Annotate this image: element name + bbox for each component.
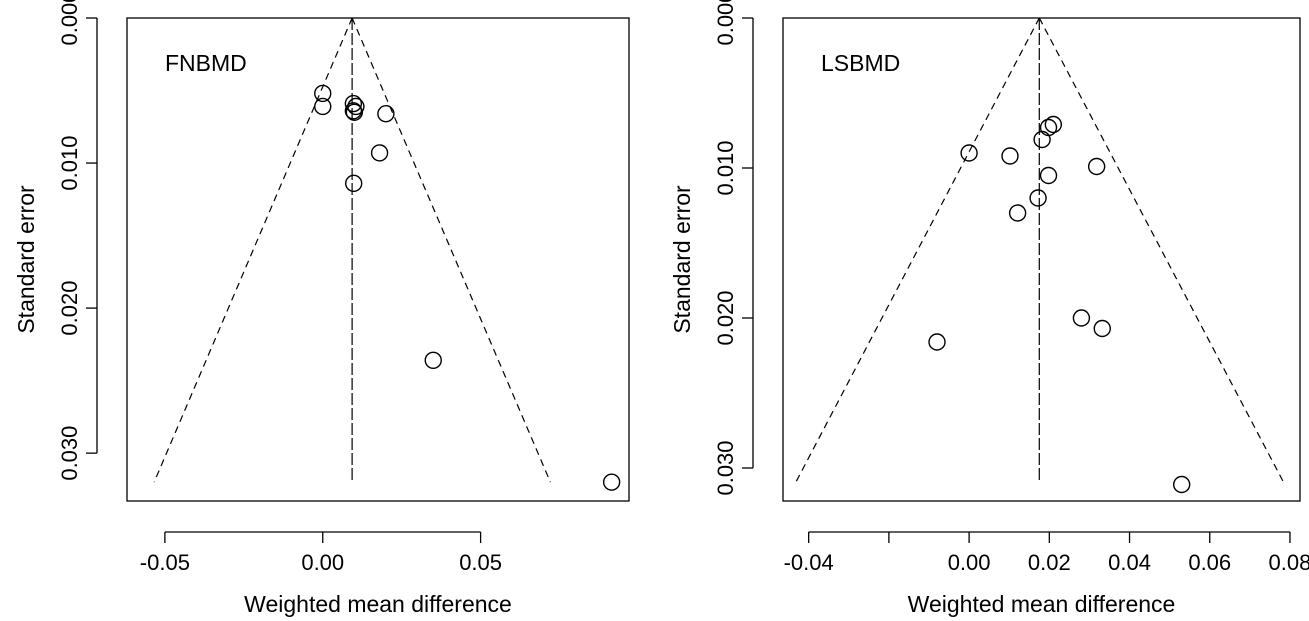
- study-point: [344, 94, 363, 113]
- plot-frame: [782, 17, 1301, 502]
- x-tick-label: 0.00: [948, 550, 991, 575]
- x-tick-label: 0.00: [301, 550, 344, 575]
- study-point: [1029, 189, 1047, 207]
- study-point: [602, 473, 621, 491]
- panel-label: FNBMD: [165, 50, 247, 76]
- study-point: [344, 102, 363, 120]
- study-point: [1072, 309, 1091, 327]
- y-tick-label: 0.030: [57, 426, 82, 481]
- funnel-left-boundary: [794, 17, 1040, 484]
- funnel-left-boundary: [153, 17, 353, 483]
- study-point: [1093, 319, 1111, 338]
- y-axis-title: Standard error: [669, 185, 695, 334]
- study-point: [1172, 475, 1191, 494]
- y-tick-label: 0.010: [57, 136, 82, 191]
- study-point: [377, 105, 395, 123]
- study-point: [1033, 130, 1051, 149]
- study-point: [960, 144, 978, 162]
- study-point: [1044, 115, 1063, 134]
- study-point: [344, 174, 363, 193]
- y-tick-label: 0.000: [713, 0, 738, 46]
- study-point: [1001, 147, 1019, 165]
- plot-frame: [126, 17, 630, 502]
- funnel-plot-lsbmd: -0.04 0.00 0.02 0.04 0.06 0.08 0.000 0.010 0.020…: [669, 0, 1309, 617]
- y-tick-label: 0.030: [713, 440, 738, 495]
- study-point: [345, 103, 364, 121]
- funnel-right-boundary: [1038, 17, 1285, 484]
- y-tick-label: 0.020: [713, 290, 738, 345]
- study-point: [1087, 157, 1106, 176]
- x-axis-title: Weighted mean difference: [244, 591, 512, 617]
- x-tick-label: 0.04: [1108, 550, 1151, 575]
- x-tick-label: -0.05: [140, 550, 190, 575]
- study-point: [1008, 204, 1027, 222]
- y-tick-label: 0.000: [57, 0, 82, 46]
- panel-label: LSBMD: [821, 50, 900, 76]
- x-tick-label: 0.08: [1269, 550, 1309, 575]
- funnel-plot-fnbmd: -0.05 0.00 0.05 0.000 0.010 0.020 0.030 Weighte…: [13, 0, 630, 617]
- study-point: [1039, 118, 1058, 137]
- x-tick-label: 0.05: [459, 550, 502, 575]
- y-axis-title: Standard error: [13, 185, 39, 334]
- funnel-right-boundary: [351, 17, 551, 483]
- study-point: [1039, 166, 1058, 185]
- y-tick-label: 0.010: [713, 140, 738, 195]
- x-tick-label: 0.02: [1028, 550, 1071, 575]
- study-point: [424, 351, 442, 370]
- x-tick-label: -0.04: [784, 550, 834, 575]
- study-point: [314, 84, 332, 103]
- x-tick-label: 0.06: [1188, 550, 1231, 575]
- study-point: [370, 144, 389, 162]
- study-point: [314, 97, 332, 116]
- x-axis-title: Weighted mean difference: [908, 591, 1176, 617]
- study-point: [928, 333, 946, 351]
- y-tick-label: 0.020: [57, 281, 82, 336]
